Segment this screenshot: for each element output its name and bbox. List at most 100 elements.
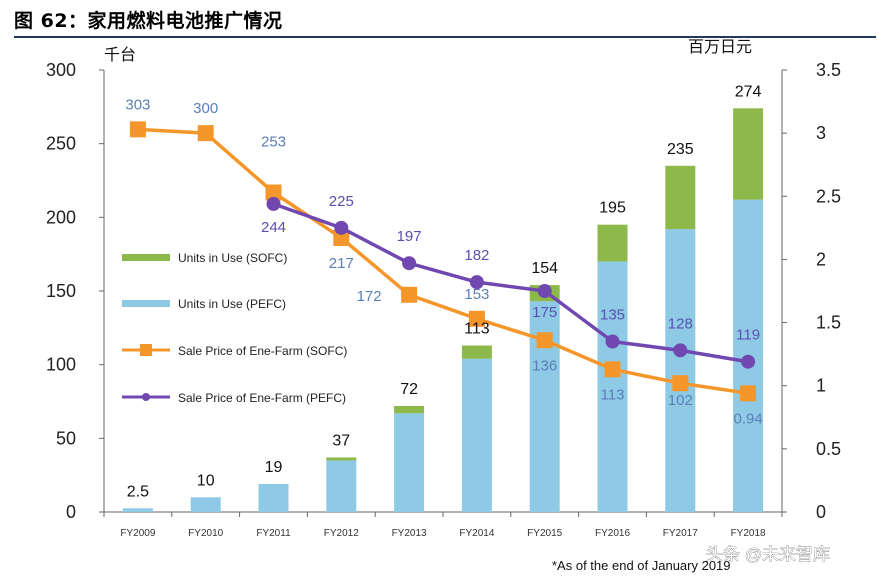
bar-total-label: 154 — [531, 260, 558, 277]
sofc-price-label: 102 — [668, 392, 693, 409]
legend-swatch-pefc-units — [122, 300, 170, 307]
sofc-price-label: 0.94 — [733, 410, 762, 427]
pefc-price-label: 244 — [261, 219, 286, 236]
sofc-price-marker — [672, 375, 689, 392]
legend-swatch-sofc-units — [122, 254, 170, 261]
right-tick-label: 0 — [816, 502, 826, 522]
sofc-price-label: 172 — [357, 288, 382, 305]
pefc-price-label: 182 — [464, 247, 489, 264]
x-tick-label: FY2014 — [459, 528, 494, 539]
right-tick-label: 1.5 — [816, 313, 841, 333]
pefc-price-marker — [673, 343, 688, 358]
bar-total-label: 235 — [667, 141, 694, 158]
bar-pefc — [461, 358, 492, 512]
x-tick-label: FY2012 — [324, 528, 359, 539]
bar-pefc — [258, 484, 289, 512]
x-tick-label: FY2015 — [527, 528, 562, 539]
pefc-price-label: 225 — [329, 193, 354, 210]
bar-total-label: 19 — [265, 459, 283, 476]
right-unit-label: 百万日元 — [688, 39, 752, 56]
right-tick-label: 3 — [816, 123, 826, 143]
bar-total-label: 37 — [332, 432, 350, 449]
x-tick-label: FY2016 — [595, 528, 630, 539]
right-tick-label: 2 — [816, 249, 826, 269]
sofc-price-label: 300 — [193, 100, 218, 117]
pefc-price-line — [272, 202, 749, 364]
legend-marker-sofc-price — [140, 344, 152, 356]
pefc-price-label: 128 — [668, 315, 693, 332]
sofc-price-marker — [536, 332, 553, 349]
pefc-price-label: 119 — [736, 327, 760, 344]
pefc-price-marker — [537, 284, 552, 298]
figure-title: 图 62：家用燃料电池推广情况 — [14, 10, 283, 32]
left-tick-label: 300 — [46, 60, 76, 80]
sofc-price-label: 217 — [329, 255, 354, 272]
bar-total-label: 10 — [197, 472, 215, 489]
bar-pefc — [665, 229, 696, 512]
right-tick-label: 2.5 — [816, 186, 841, 206]
legend-marker-pefc-price — [142, 393, 150, 401]
bar-pefc — [122, 508, 153, 512]
sofc-price-marker — [197, 125, 214, 142]
pefc-price-marker — [741, 354, 756, 369]
bar-pefc — [190, 497, 221, 512]
left-tick-label: 0 — [66, 502, 76, 522]
left-tick-label: 250 — [46, 134, 76, 154]
pefc-price-label: 197 — [397, 228, 422, 245]
legend-label-pefc-price: Sale Price of Ene-Farm (PEFC) — [178, 391, 346, 405]
legend-label-sofc-price: Sale Price of Ene-Farm (SOFC) — [178, 344, 347, 358]
sofc-price-marker — [604, 361, 621, 378]
bar-pefc — [394, 413, 425, 512]
left-tick-label: 150 — [46, 281, 76, 301]
sofc-price-marker — [129, 121, 146, 138]
bar-sofc — [394, 405, 425, 414]
axes: 0 50 100 150 200 250 300 0 0.5 1 1.5 2 2.5 3 3.5 FY2009… — [46, 60, 841, 539]
bar-sofc — [665, 165, 696, 230]
bar-total-label: 274 — [735, 83, 762, 100]
sofc-price-marker — [401, 286, 418, 303]
bar-total-label: 113 — [464, 321, 490, 338]
pefc-price-label: 135 — [600, 307, 625, 324]
sofc-price-label: 303 — [125, 96, 150, 113]
pefc-price-label: 175 — [532, 304, 557, 321]
pefc-price-marker — [334, 220, 349, 235]
sofc-price-marker — [468, 310, 485, 327]
x-tick-label: FY2018 — [731, 528, 766, 539]
left-tick-label: 100 — [46, 355, 76, 375]
legend-label-sofc-units: Units in Use (SOFC) — [178, 251, 287, 265]
x-tick-label: FY2017 — [663, 528, 698, 539]
sofc-price-line — [137, 127, 749, 396]
sofc-price-label: 253 — [261, 133, 286, 150]
bar-total-label: 2.5 — [127, 483, 149, 500]
right-tick-label: 1 — [816, 376, 826, 396]
legend-label-pefc-units: Units in Use (PEFC) — [178, 297, 286, 311]
lines — [129, 121, 757, 402]
sofc-price-label: 153 — [464, 286, 489, 303]
footnote: *As of the end of January 2019 — [552, 558, 731, 573]
x-tick-label: FY2010 — [188, 528, 223, 539]
bar-sofc — [733, 108, 764, 200]
bar-pefc — [597, 261, 628, 512]
pefc-price-marker — [605, 334, 620, 349]
legend: Units in Use (SOFC) Units in Use (PEFC) … — [122, 251, 347, 405]
right-tick-label: 3.5 — [816, 60, 841, 80]
sofc-price-label: 113 — [601, 386, 625, 403]
left-tick-label: 50 — [56, 428, 76, 448]
sofc-price-marker — [740, 385, 757, 402]
sofc-price-label: 136 — [532, 357, 557, 374]
pefc-price-marker — [469, 275, 484, 290]
pefc-price-marker — [402, 256, 417, 271]
bar-pefc — [326, 460, 357, 512]
bar-sofc — [461, 345, 492, 359]
x-tick-label: FY2011 — [256, 528, 291, 539]
watermark: 头条 @未来智库 — [706, 545, 830, 564]
left-unit-label: 千台 — [104, 46, 136, 64]
left-tick-label: 200 — [46, 207, 76, 227]
pefc-price-marker — [266, 196, 281, 211]
bar-total-label: 72 — [400, 381, 418, 398]
bar-sofc — [326, 457, 357, 461]
bar-total-label: 195 — [599, 200, 626, 217]
right-tick-label: 0.5 — [816, 439, 841, 459]
